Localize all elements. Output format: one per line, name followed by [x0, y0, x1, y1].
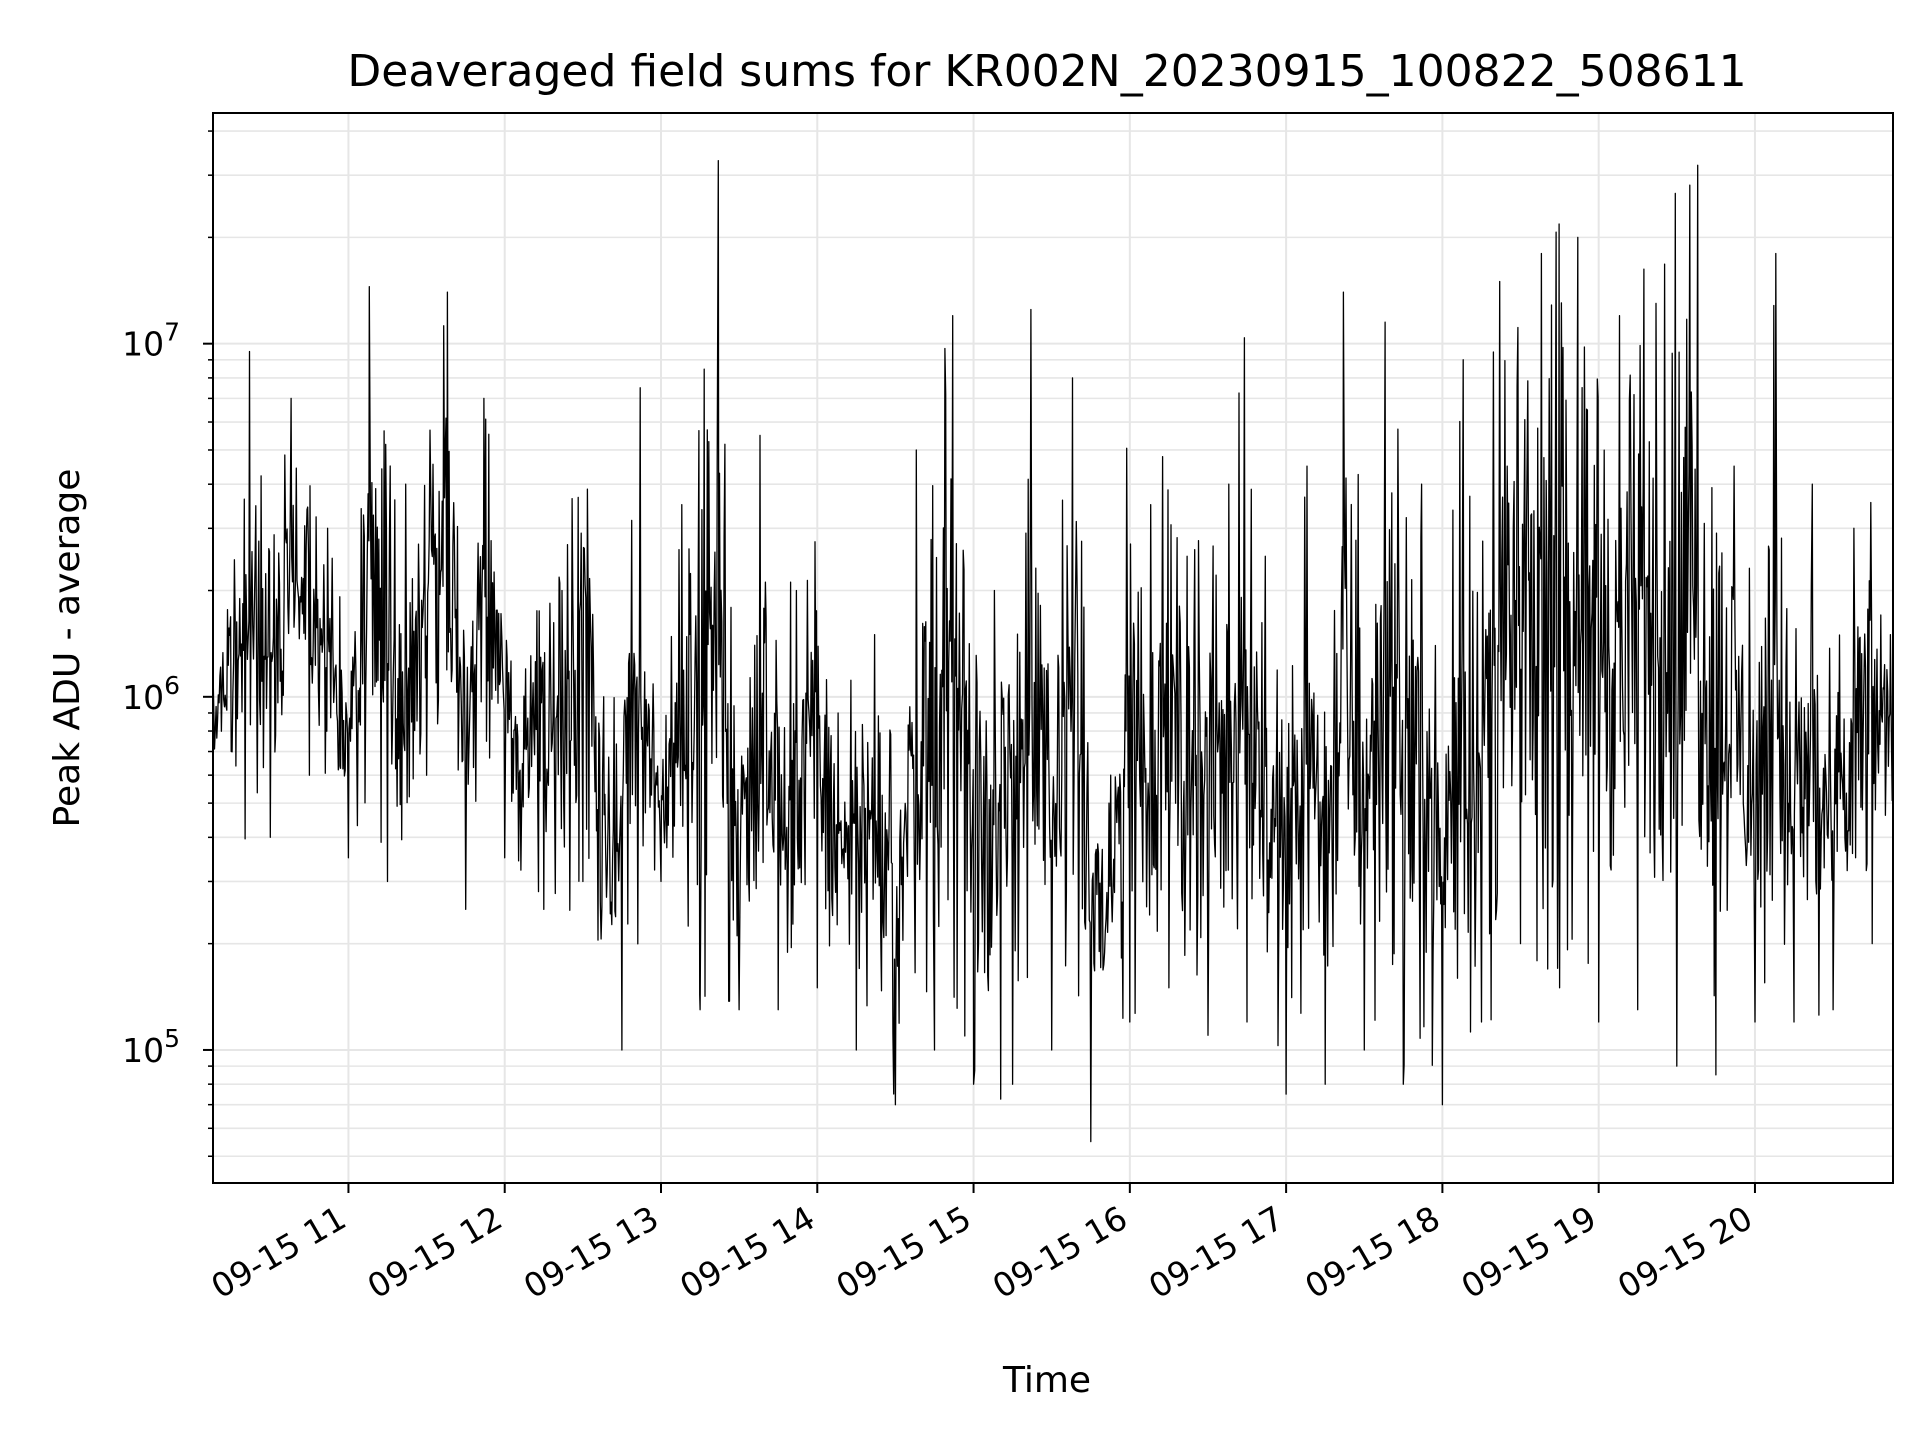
chart-title: Deaveraged field sums for KR002N_2023091…: [347, 46, 1746, 97]
y-tick-label: 105: [122, 1024, 180, 1070]
plot-frame: [212, 112, 1894, 1184]
y-axis-label: Peak ADU - average: [47, 469, 88, 828]
series-layer: [212, 159, 1894, 1143]
series-line: [212, 159, 1894, 1143]
y-tick-label: 106: [122, 671, 180, 717]
x-axis-label: Time: [1002, 1360, 1091, 1401]
y-tick-label: 107: [122, 318, 180, 364]
y-axis: 105 106 107: [122, 130, 213, 1158]
